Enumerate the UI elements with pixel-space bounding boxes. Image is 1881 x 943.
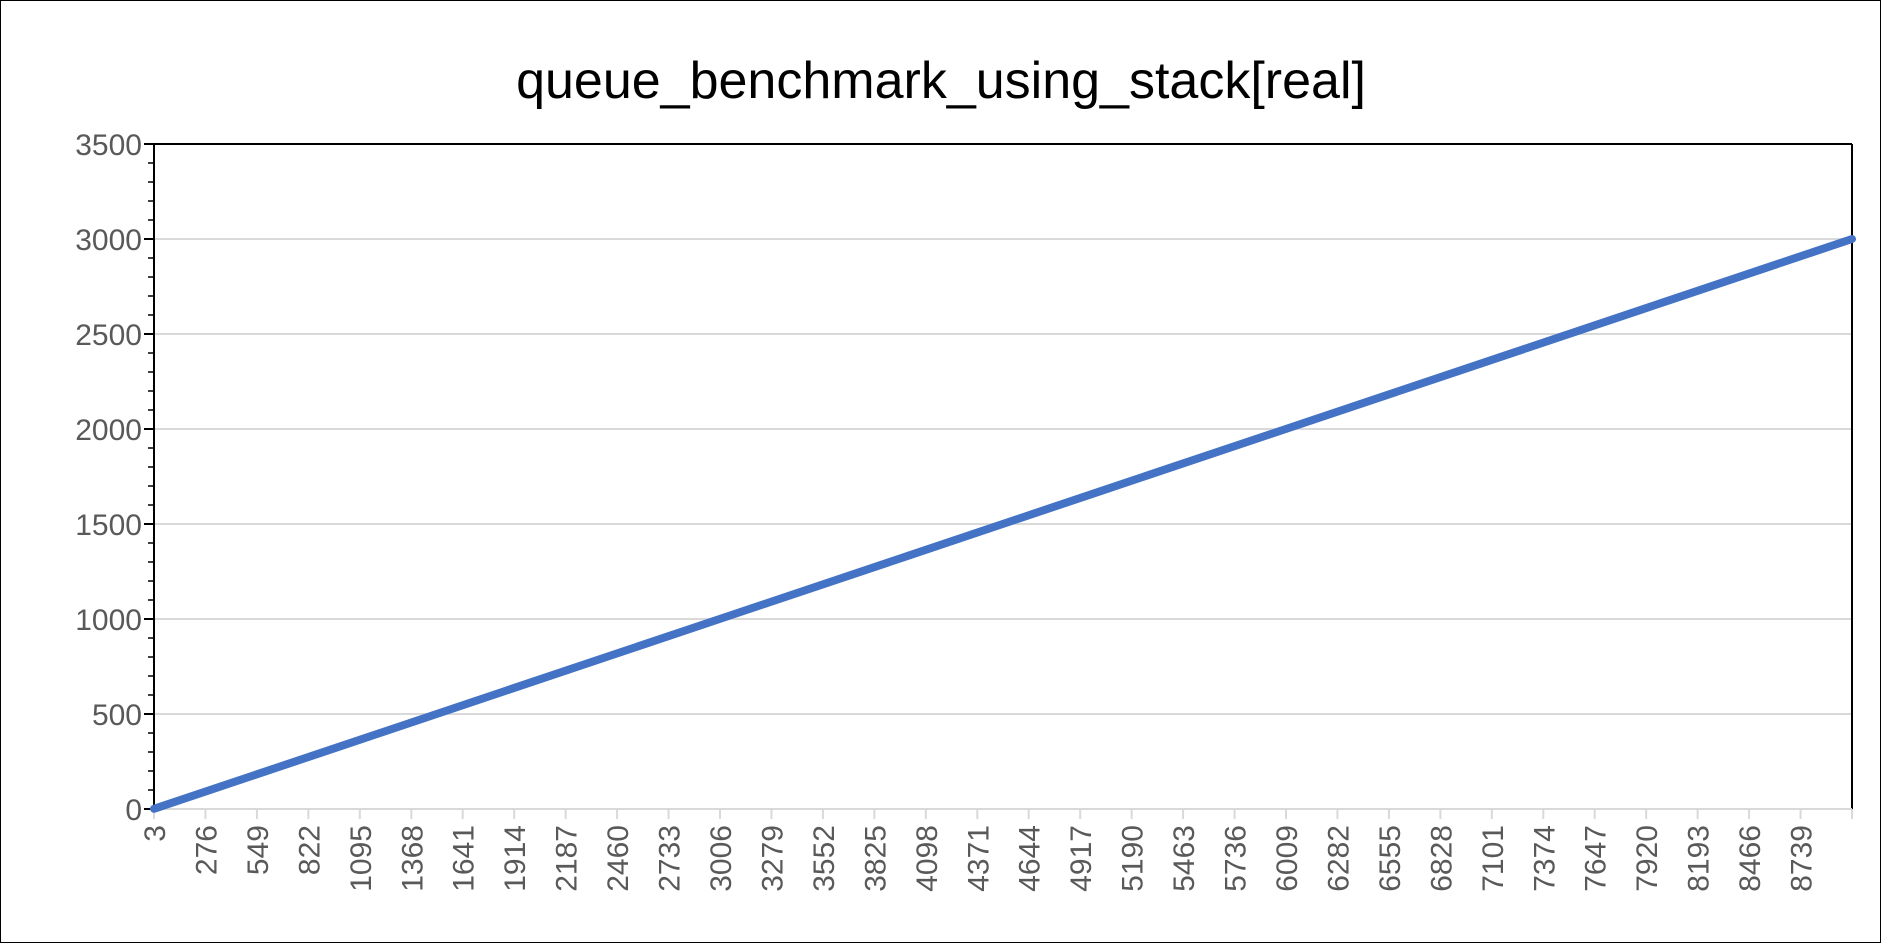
x-tick-label: 3279	[756, 825, 789, 892]
x-tick-label: 7647	[1580, 825, 1613, 892]
y-tick-label: 0	[125, 794, 142, 827]
x-tick-label: 6282	[1322, 825, 1355, 892]
x-tick-label: 2733	[654, 825, 687, 892]
x-tick-label: 3552	[808, 825, 841, 892]
x-tick-label: 1641	[448, 825, 481, 892]
y-tick-label: 1000	[75, 604, 142, 637]
x-tick-label: 1368	[396, 825, 429, 892]
x-tick-label: 5736	[1220, 825, 1253, 892]
x-tick-label: 6009	[1271, 825, 1304, 892]
y-tick-label: 2500	[75, 319, 142, 352]
x-tick-label: 1914	[499, 825, 532, 892]
series-layer	[150, 235, 1856, 813]
series-line	[150, 235, 1856, 813]
x-tick-label: 8466	[1734, 825, 1767, 892]
x-tick-label: 3825	[859, 825, 892, 892]
x-tick-label: 8193	[1683, 825, 1716, 892]
x-tick-label: 4644	[1014, 825, 1047, 892]
x-tick-label: 549	[242, 825, 275, 875]
gridlines	[154, 238, 1852, 715]
x-tick-label: 7374	[1528, 825, 1561, 892]
x-tick-label: 4098	[911, 825, 944, 892]
x-tick-label: 2460	[602, 825, 635, 892]
x-tick-label: 3006	[705, 825, 738, 892]
x-tick-label: 7101	[1477, 825, 1510, 892]
axes	[144, 143, 1853, 819]
y-tick-label: 3000	[75, 224, 142, 257]
x-tick-label: 5463	[1168, 825, 1201, 892]
y-tick-labels: 0 500 1000 1500 2000 2500 3000 3500	[75, 129, 142, 827]
y-tick-label: 3500	[75, 129, 142, 162]
x-tick-label: 2187	[551, 825, 584, 892]
y-tick-label: 1500	[75, 509, 142, 542]
x-tick-label: 276	[190, 825, 223, 875]
x-tick-labels: 3 276 549 822 1095 1368 1641 1914 2187 2460 2733 30…	[139, 825, 1819, 892]
x-tick-label: 8739	[1786, 825, 1819, 892]
x-tick-label: 1095	[345, 825, 378, 892]
x-tick-label: 6828	[1425, 825, 1458, 892]
x-tick-label: 4371	[962, 825, 995, 892]
x-tick-label: 7920	[1631, 825, 1664, 892]
x-tick-label: 6555	[1374, 825, 1407, 892]
x-tick-label: 822	[293, 825, 326, 875]
x-tick-label: 3	[139, 825, 172, 842]
chart-title: queue_benchmark_using_stack[real]	[516, 52, 1366, 110]
y-tick-label: 2000	[75, 414, 142, 447]
x-tick-label: 5190	[1117, 825, 1150, 892]
y-tick-label: 500	[92, 699, 142, 732]
x-tick-label: 4917	[1065, 825, 1098, 892]
